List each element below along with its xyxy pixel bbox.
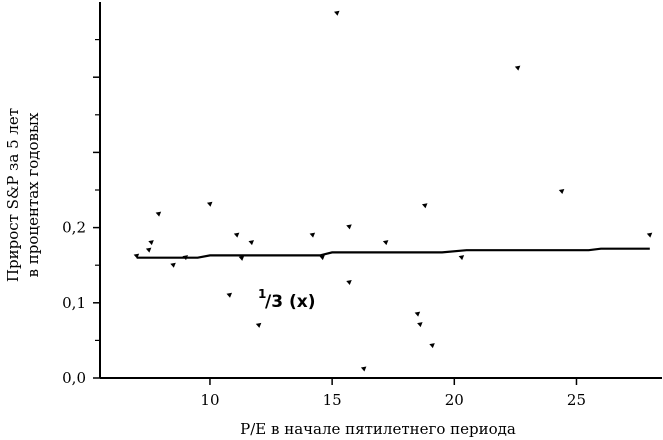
data-point [148,240,154,246]
x-axis-label: P/E в начале пятилетнего периода [240,420,516,438]
x-tick-label: 15 [323,391,342,409]
data-point [346,224,352,230]
x-tick-label: 25 [567,391,586,409]
annotation-superscript: 1 [258,287,266,301]
data-point [145,247,152,253]
data-point [248,240,254,246]
data-point [360,366,367,372]
data-point [255,322,262,328]
x-tick-label: 10 [200,391,219,409]
data-points [133,10,653,372]
y-axis-label-line1: Прирост S&P за 5 лет [4,108,22,282]
data-point [155,211,162,217]
x-tick-label: 20 [445,391,464,409]
y-axis-label-line2: в процентах годовых [24,112,42,277]
data-point [417,322,423,328]
data-point [414,311,421,317]
data-point [334,10,340,16]
y-tick-label: 0,2 [62,219,86,237]
data-point [226,292,233,298]
data-point [382,240,389,246]
annotation-label: /3 (x) [265,292,315,312]
data-point [309,232,316,238]
x-axis: 10 15 20 25 [200,378,586,409]
data-point [421,203,428,209]
data-point [646,232,653,238]
y-tick-label: 0,1 [62,294,86,312]
data-point [346,279,352,285]
data-point [514,65,521,71]
data-point [233,232,240,238]
trend-line [136,247,650,259]
data-point [182,255,189,261]
data-point [170,262,176,268]
data-point [133,253,140,259]
data-point [238,255,245,261]
y-tick-label: 0,0 [62,369,86,387]
data-point [206,201,213,207]
plot-frame [99,2,662,379]
data-point [319,255,325,261]
data-point [558,189,565,195]
data-point [458,255,465,261]
y-axis: 0,0 0,1 0,2 [62,38,100,387]
data-point [429,343,435,349]
trend-line-group [136,247,650,259]
